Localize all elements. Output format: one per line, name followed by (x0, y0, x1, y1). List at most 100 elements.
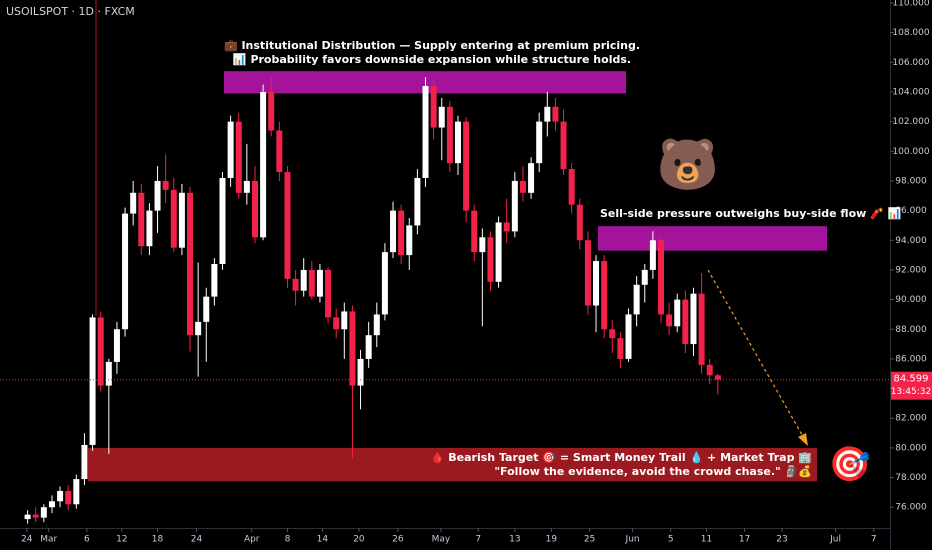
candle-body (130, 192, 137, 214)
candle-body (390, 210, 397, 253)
y-tick-label: 94.000 (895, 236, 927, 246)
candle-body (97, 317, 104, 386)
zone-note: 🩸 Bearish Target 🎯 = Smart Money Trail 💧… (431, 451, 813, 464)
last-price-label: 84.599 (894, 374, 929, 385)
x-tick-label: 11 (701, 535, 712, 545)
candle-body (414, 177, 421, 226)
candle-body (519, 180, 526, 193)
candle-body (552, 106, 559, 122)
y-tick-label: 108.000 (892, 28, 929, 38)
candle-body (357, 358, 364, 386)
y-tick-label: 104.000 (892, 87, 929, 97)
candle-body (706, 364, 713, 376)
zone-note: 📊 Probability favors downside expansion … (233, 53, 631, 66)
target-icon: 🎯 (829, 445, 871, 485)
candle-body (682, 299, 689, 345)
candle-body (674, 299, 681, 327)
candle-body (48, 501, 55, 508)
candle-body (24, 514, 31, 520)
candle-body (698, 293, 705, 365)
candle-body (89, 317, 96, 445)
y-tick-label: 102.000 (892, 117, 929, 127)
zone (224, 71, 626, 94)
x-tick-label: 18 (152, 535, 164, 545)
candle-body (276, 130, 283, 173)
candle-body (560, 121, 567, 170)
bear-icon: 🐻 (657, 135, 719, 194)
candle-body (235, 121, 242, 193)
candle-body (284, 172, 291, 279)
y-tick-label: 96.000 (895, 206, 927, 216)
candle-body (495, 222, 502, 282)
x-tick-label: 7 (871, 535, 877, 545)
zone-note: "Follow the evidence, avoid the crowd ch… (494, 465, 812, 478)
candle-body (81, 444, 88, 480)
projection-arrow (707, 269, 806, 441)
candle-body (576, 204, 583, 241)
x-tick-label: 12 (116, 535, 127, 545)
y-tick-label: 98.000 (895, 176, 927, 186)
candle-body (430, 86, 437, 128)
candle-body (260, 91, 267, 238)
candle-body (487, 237, 494, 282)
candle-body (641, 269, 648, 285)
zone (598, 226, 827, 251)
candle-body (211, 264, 218, 297)
zone-note: Sell-side pressure outweighs buy-side fl… (600, 207, 902, 220)
y-tick-label: 82.000 (895, 414, 927, 424)
candle-body (292, 278, 299, 291)
x-tick-label: Jul (829, 535, 841, 545)
x-tick-label: 24 (191, 535, 203, 545)
y-tick-label: 100.000 (892, 147, 929, 157)
candle-body (40, 507, 47, 518)
candle-body (593, 261, 600, 306)
candle-body (398, 210, 405, 256)
candle-body (333, 317, 340, 330)
candle-body (325, 269, 332, 318)
arrow-head (798, 433, 808, 446)
candle-body (113, 329, 120, 362)
candle-body (625, 314, 632, 359)
candle-body (170, 189, 177, 248)
y-tick-label: 76.000 (895, 503, 927, 513)
candle-body (471, 210, 478, 253)
x-tick-label: 6 (84, 535, 90, 545)
x-tick-label: 25 (584, 535, 595, 545)
x-tick-label: 23 (776, 535, 787, 545)
y-tick-label: 92.000 (895, 265, 927, 275)
candle-body (666, 314, 673, 327)
candle-body (406, 225, 413, 256)
y-tick-label: 86.000 (895, 354, 927, 364)
candle-body (57, 490, 64, 502)
candle-body (544, 106, 551, 122)
candle-body (511, 180, 518, 232)
candle-body (536, 121, 543, 164)
candle-body (690, 293, 697, 345)
y-tick-label: 88.000 (895, 325, 927, 335)
x-tick-label: 19 (546, 535, 558, 545)
candle-body (373, 314, 380, 336)
x-tick-label: May (432, 535, 451, 545)
zone-note: 💼 Institutional Distribution — Supply en… (224, 39, 640, 52)
x-tick-label: Jun (625, 535, 640, 545)
candle-body (203, 296, 210, 322)
candle-body (268, 91, 275, 131)
candle-body (528, 163, 535, 193)
x-tick-label: 20 (353, 535, 365, 545)
candle-body (316, 269, 323, 297)
candle-body (601, 261, 608, 330)
candle-body (154, 180, 161, 211)
x-tick-label: 5 (668, 535, 674, 545)
x-tick-label: 17 (739, 535, 750, 545)
candle-body (349, 311, 356, 386)
candle-body (341, 311, 348, 330)
candle-body (438, 106, 445, 128)
x-tick-label: 26 (392, 535, 404, 545)
candle-body (32, 514, 39, 518)
candle-body (227, 121, 234, 178)
candle-body (649, 240, 656, 270)
candle-body (422, 86, 429, 178)
candle-body (446, 106, 453, 164)
candle-body (187, 192, 194, 336)
